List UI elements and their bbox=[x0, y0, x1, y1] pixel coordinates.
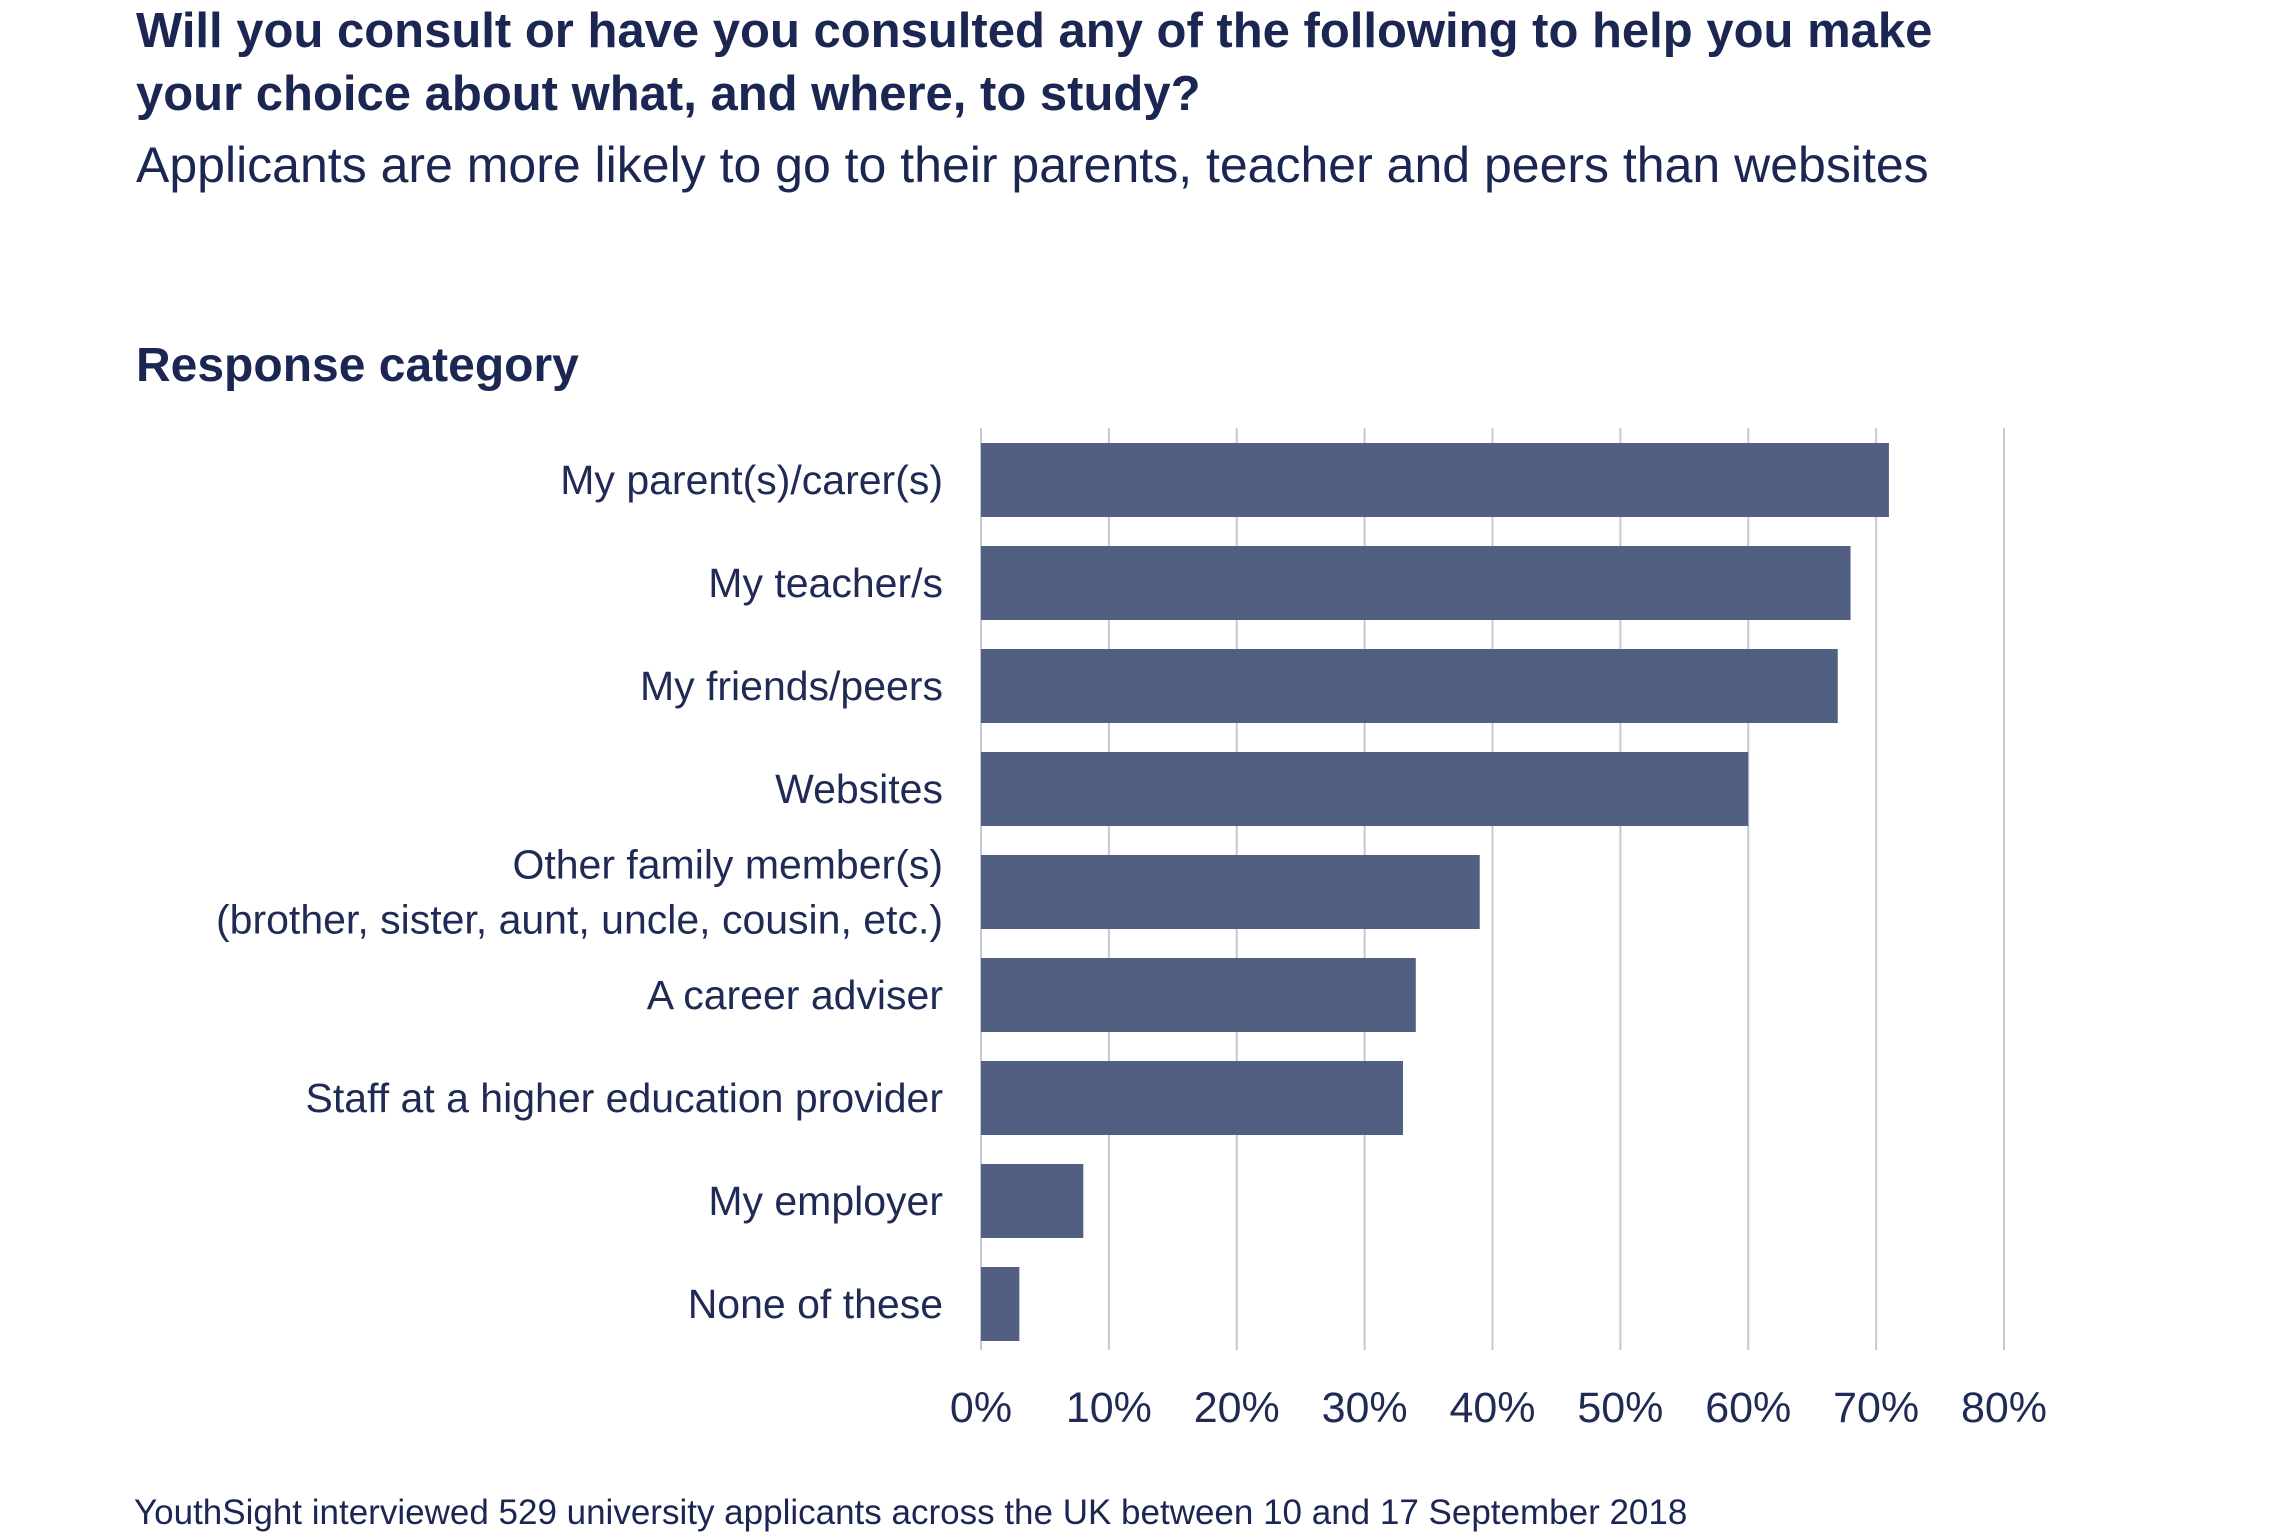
category-label-0: My parent(s)/carer(s) bbox=[560, 457, 943, 503]
category-label-line: None of these bbox=[688, 1281, 943, 1327]
source-footnote: YouthSight interviewed 529 university ap… bbox=[134, 1493, 1688, 1532]
bar-7 bbox=[981, 1164, 1084, 1238]
category-labels: My parent(s)/carer(s) My teacher/s My frie… bbox=[216, 457, 943, 1327]
category-label-line: My parent(s)/carer(s) bbox=[560, 457, 943, 503]
bar-0 bbox=[981, 443, 1889, 517]
bars bbox=[981, 443, 1889, 1341]
bar-8 bbox=[981, 1267, 1020, 1341]
x-tick-label-80: 80% bbox=[1961, 1384, 2047, 1432]
category-label-6: Staff at a higher education provider bbox=[306, 1075, 943, 1121]
category-label-line: Staff at a higher education provider bbox=[306, 1075, 943, 1121]
category-label-line: My friends/peers bbox=[640, 663, 943, 709]
x-tick-label-0: 0% bbox=[950, 1384, 1012, 1432]
bar-6 bbox=[981, 1061, 1403, 1135]
category-label-2: My friends/peers bbox=[640, 663, 943, 709]
chart-title: Will you consult or have you consulted a… bbox=[136, 4, 1933, 121]
x-tick-label-40: 40% bbox=[1449, 1384, 1535, 1432]
category-label-3: Websites bbox=[775, 766, 943, 812]
category-label-line: Websites bbox=[775, 766, 943, 812]
category-label-line: My teacher/s bbox=[708, 560, 943, 606]
bar-4 bbox=[981, 855, 1480, 929]
x-tick-label-20: 20% bbox=[1194, 1384, 1280, 1432]
category-label-7: My employer bbox=[708, 1178, 943, 1224]
category-label-line: A career adviser bbox=[647, 972, 943, 1018]
x-tick-label-70: 70% bbox=[1833, 1384, 1919, 1432]
bar-2 bbox=[981, 649, 1838, 723]
x-axis-tick-labels: 0% 10% 20% 30% 40% 50% 60% 70% 80% bbox=[950, 1384, 2047, 1432]
x-tick-label-50: 50% bbox=[1577, 1384, 1663, 1432]
category-label-4: Other family member(s) (brother, sister, … bbox=[216, 842, 943, 943]
category-label-line: (brother, sister, aunt, uncle, cousin, e… bbox=[216, 897, 943, 943]
x-tick-label-30: 30% bbox=[1322, 1384, 1408, 1432]
y-axis-label: Response category bbox=[136, 339, 579, 392]
bar-1 bbox=[981, 546, 1851, 620]
bar-5 bbox=[981, 958, 1416, 1032]
bar-3 bbox=[981, 752, 1749, 826]
x-tick-label-60: 60% bbox=[1705, 1384, 1791, 1432]
category-label-5: A career adviser bbox=[647, 972, 943, 1018]
x-tick-label-10: 10% bbox=[1066, 1384, 1152, 1432]
category-label-8: None of these bbox=[688, 1281, 943, 1327]
chart-subtitle: Applicants are more likely to go to thei… bbox=[136, 137, 1929, 193]
category-label-1: My teacher/s bbox=[708, 560, 943, 606]
category-label-line: Other family member(s) bbox=[512, 842, 943, 888]
category-label-line: My employer bbox=[708, 1178, 943, 1224]
